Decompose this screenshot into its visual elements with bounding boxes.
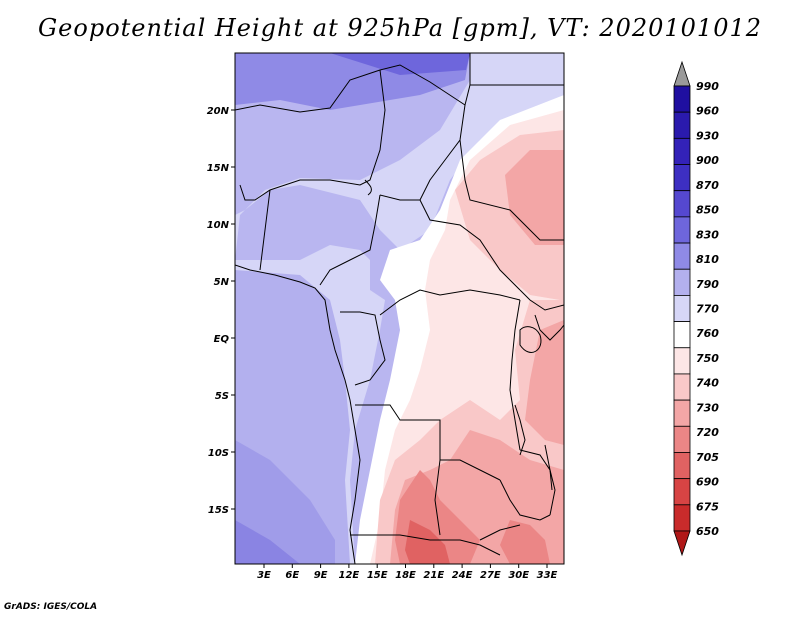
grads-credit: GrADS: IGES/COLA: [4, 602, 98, 612]
lon-label: 15E: [367, 570, 388, 581]
border-namibia: [350, 534, 501, 556]
lat-label: 15S: [208, 505, 229, 516]
colorbar-label: 960: [696, 105, 719, 118]
border-cameroon: [319, 194, 381, 286]
lake-malawi: [544, 444, 553, 491]
colorbar-swatch: [673, 164, 691, 192]
colorbar-swatch: [673, 373, 691, 401]
lat-label: 20N: [207, 106, 230, 117]
contour-740-east: [525, 320, 564, 445]
colorbar-bottom-arrow: [673, 530, 691, 557]
colorbar-label: 930: [696, 129, 719, 142]
contour-740-north: [505, 150, 564, 245]
colorbar-label: 810: [696, 253, 719, 266]
lat-label: EQ: [214, 334, 230, 345]
country-borders: [235, 53, 564, 564]
colorbar-label: 770: [696, 303, 719, 316]
colorbar-label: 790: [696, 278, 719, 291]
map-frame: [234, 52, 565, 565]
colorbar-swatch: [673, 399, 691, 427]
lon-label: 33E: [537, 570, 558, 581]
longitude-axis: 3E 6E 9E 12E 15E 18E 21E 24E 27E 30E 33E: [257, 564, 558, 581]
border-angola-zambia: [434, 459, 441, 536]
contour-810-south: [235, 440, 335, 564]
contour-820-south: [235, 520, 300, 564]
border-drc-north: [379, 289, 521, 316]
colorbar-label: 675: [696, 500, 719, 513]
lon-label: 9E: [314, 570, 328, 581]
lon-label: 24E: [452, 570, 473, 581]
lon-label: 18E: [395, 570, 416, 581]
border-benin: [259, 189, 271, 271]
border-drc-east: [509, 299, 521, 451]
lake-chad: [364, 179, 372, 196]
colorbar-swatch: [673, 111, 691, 139]
border-ssudan: [519, 289, 564, 311]
lat-label: 15N: [207, 163, 230, 174]
lake-tanganyika: [514, 404, 526, 456]
colorbar-swatch: [673, 190, 691, 218]
colorbar-swatch: [673, 242, 691, 270]
border-zambia: [499, 479, 551, 521]
lat-label: 5N: [214, 277, 230, 288]
latitude-axis: 20N 15N 10N 5N EQ 5S 10S 15S: [207, 106, 235, 516]
lon-label: 3E: [257, 570, 271, 581]
height-field: [235, 53, 564, 564]
contour-720: [405, 520, 450, 564]
coastline: [235, 264, 361, 564]
colorbar-label: 690: [696, 476, 719, 489]
colorbar: 990 960 930 900 870 850 830 810 790 770 760 750 740 7…: [673, 60, 719, 557]
lat-label: 10N: [207, 220, 230, 231]
colorbar-swatch: [673, 216, 691, 244]
colorbar-swatch: [673, 452, 691, 480]
border-uganda: [534, 314, 564, 341]
colorbar-label: 850: [696, 204, 719, 217]
colorbar-swatch: [673, 504, 691, 532]
colorbar-label: 870: [696, 179, 719, 192]
colorbar-label: 740: [696, 377, 719, 390]
colorbar-label: 990: [696, 80, 719, 93]
colorbar-swatch: [673, 425, 691, 453]
map-title: Geopotential Height at 925hPa [gpm], VT:…: [38, 14, 762, 42]
colorbar-swatch: [673, 321, 691, 349]
colorbar-swatch: [673, 137, 691, 165]
lat-label: 5S: [215, 391, 229, 402]
colorbar-swatch: [673, 85, 691, 113]
colorbar-label: 730: [696, 401, 719, 414]
border-angola-drc: [355, 404, 501, 481]
colorbar-top-arrow: [673, 60, 691, 87]
colorbar-swatch: [673, 478, 691, 506]
colorbar-label: 650: [696, 525, 719, 538]
lon-label: 27E: [480, 570, 501, 581]
border-niger: [239, 69, 386, 201]
colorbar-label: 900: [696, 154, 719, 167]
lat-label: 10S: [208, 448, 229, 459]
colorbar-label: 750: [696, 352, 719, 365]
lon-label: 21E: [423, 570, 444, 581]
border-car: [419, 199, 521, 291]
colorbar-label: 760: [696, 327, 719, 340]
colorbar-label: 720: [696, 426, 719, 439]
contour-830: [330, 53, 470, 75]
lake-victoria: [519, 326, 542, 353]
lon-label: 6E: [285, 570, 299, 581]
colorbar-swatch: [673, 347, 691, 375]
lon-label: 12E: [339, 570, 360, 581]
border-zimbabwe: [479, 524, 521, 541]
colorbar-label: 705: [696, 451, 719, 464]
colorbar-swatch: [673, 295, 691, 322]
lon-label: 30E: [508, 570, 529, 581]
colorbar-label: 830: [696, 228, 719, 241]
border-gabon: [340, 311, 386, 386]
contour-730-east: [500, 520, 550, 564]
colorbar-swatch: [673, 268, 691, 296]
border-sudan: [459, 139, 564, 241]
